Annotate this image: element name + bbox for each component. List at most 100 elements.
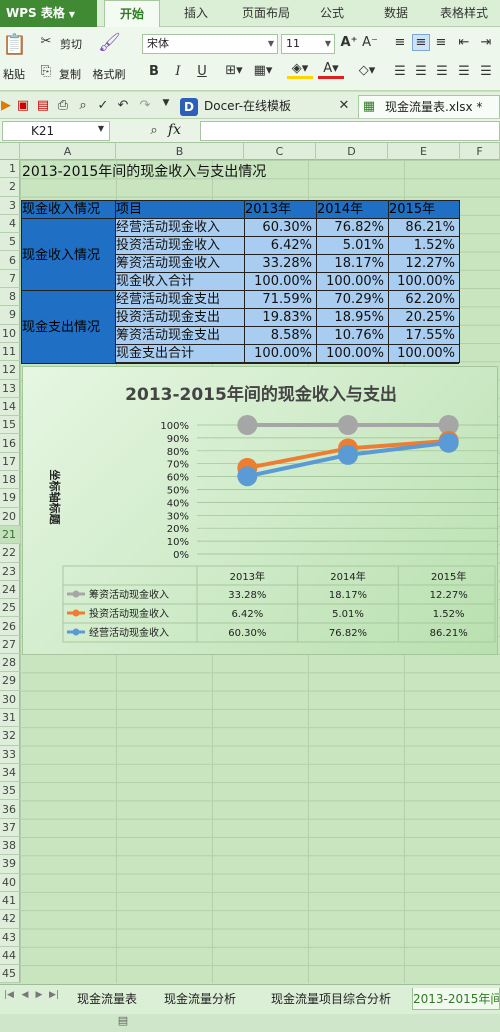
table-row-label[interactable]: 投资活动现金收入 bbox=[115, 236, 245, 255]
table-header-cell[interactable]: 2013年 bbox=[244, 200, 317, 219]
chevron-down-icon[interactable]: ▼ bbox=[162, 98, 170, 108]
row-header[interactable]: 3 bbox=[0, 197, 20, 215]
row-header[interactable]: 23 bbox=[0, 563, 20, 581]
column-header-b[interactable]: B bbox=[116, 143, 244, 160]
table-cell[interactable]: 33.28% bbox=[244, 254, 317, 273]
table-row-label[interactable]: 现金收入合计 bbox=[115, 272, 245, 291]
export-pdf-icon[interactable]: ▤ bbox=[36, 98, 50, 113]
table-cell[interactable]: 60.30% bbox=[244, 218, 317, 237]
format-painter-icon[interactable]: 🖌 bbox=[98, 32, 121, 53]
tab-data[interactable]: 数据 bbox=[383, 6, 408, 20]
align-left-icon[interactable]: ☰ bbox=[394, 64, 406, 79]
column-header-d[interactable]: D bbox=[316, 143, 388, 160]
align-right-icon[interactable]: ☰ bbox=[436, 64, 448, 79]
row-header[interactable]: 44 bbox=[0, 947, 20, 966]
row-header[interactable]: 18 bbox=[0, 471, 20, 490]
table-cell[interactable]: 12.27% bbox=[388, 254, 460, 273]
doc-tab-workbook[interactable]: 现金流量表.xlsx * bbox=[358, 95, 500, 118]
chevron-down-icon[interactable]: ▼ bbox=[97, 124, 105, 133]
row-header[interactable]: 21 bbox=[0, 526, 20, 545]
row-header[interactable]: 34 bbox=[0, 764, 20, 783]
row-header[interactable]: 1 bbox=[0, 160, 20, 179]
last-sheet-icon[interactable]: ▶| bbox=[49, 990, 59, 1000]
sheet-tab[interactable]: 现金流量项目综合分析 bbox=[270, 992, 391, 1006]
row-header[interactable]: 20 bbox=[0, 508, 20, 526]
row-header[interactable]: 33 bbox=[0, 746, 20, 764]
row-header[interactable]: 22 bbox=[0, 544, 20, 563]
font-color-icon[interactable]: A▾ bbox=[318, 61, 344, 79]
border-icon[interactable]: ⊞▾ bbox=[225, 63, 243, 78]
underline-button[interactable]: U bbox=[197, 64, 207, 79]
close-icon[interactable]: ✕ bbox=[338, 98, 350, 113]
table-header-cell[interactable]: 2014年 bbox=[316, 200, 389, 219]
tab-home[interactable]: 开始 bbox=[104, 0, 160, 27]
app-menu-button[interactable]: WPS 表格 ▼ bbox=[0, 0, 97, 27]
fx-button[interactable]: fx bbox=[168, 122, 182, 138]
doc-tab-docer[interactable]: Docer-在线模板 bbox=[204, 99, 292, 113]
column-header-a[interactable]: A bbox=[20, 143, 116, 160]
row-header[interactable]: 7 bbox=[0, 270, 20, 289]
row-header[interactable]: 12 bbox=[0, 361, 20, 380]
expense-group-label[interactable]: 现金支出情况 bbox=[21, 290, 116, 364]
row-header[interactable]: 36 bbox=[0, 801, 20, 819]
italic-button[interactable]: I bbox=[175, 64, 181, 79]
formula-input[interactable] bbox=[200, 121, 500, 141]
table-cell[interactable]: 20.25% bbox=[388, 308, 460, 327]
undo-icon[interactable]: ↶ bbox=[117, 98, 129, 113]
row-header[interactable]: 31 bbox=[0, 709, 20, 728]
tab-formulas[interactable]: 公式 bbox=[319, 6, 344, 20]
copy-icon[interactable]: ⎘ bbox=[40, 64, 52, 79]
table-row-label[interactable]: 现金支出合计 bbox=[115, 344, 245, 363]
row-header[interactable]: 28 bbox=[0, 654, 20, 673]
redo-icon[interactable]: ↷ bbox=[139, 98, 151, 113]
align-middle-icon[interactable]: ≡ bbox=[412, 34, 430, 51]
row-header[interactable]: 11 bbox=[0, 343, 20, 362]
font-size-select[interactable]: 11 ▼ bbox=[281, 34, 335, 54]
row-header[interactable]: 37 bbox=[0, 819, 20, 838]
table-cell[interactable]: 18.17% bbox=[316, 254, 389, 273]
row-header[interactable]: 32 bbox=[0, 727, 20, 746]
table-cell[interactable]: 70.29% bbox=[316, 290, 389, 309]
table-cell[interactable]: 19.83% bbox=[244, 308, 317, 327]
align-center-icon[interactable]: ☰ bbox=[415, 64, 427, 79]
copy-button[interactable]: 复制 bbox=[59, 68, 81, 81]
row-header[interactable]: 15 bbox=[0, 416, 20, 435]
table-cell[interactable]: 10.76% bbox=[316, 326, 389, 345]
table-cell[interactable]: 100.00% bbox=[388, 272, 460, 291]
table-cell[interactable]: 100.00% bbox=[244, 272, 317, 291]
row-header[interactable]: 26 bbox=[0, 618, 20, 636]
table-row-label[interactable]: 经营活动现金收入 bbox=[115, 218, 245, 237]
table-cell[interactable]: 100.00% bbox=[388, 344, 460, 363]
sheet-title[interactable]: 2013-2015年间的现金收入与支出情况 bbox=[22, 164, 267, 180]
tab-insert[interactable]: 插入 bbox=[183, 6, 208, 20]
table-cell[interactable]: 100.00% bbox=[316, 272, 389, 291]
row-header[interactable]: 8 bbox=[0, 288, 20, 307]
row-header[interactable]: 40 bbox=[0, 874, 20, 892]
select-all-corner[interactable] bbox=[0, 143, 20, 160]
column-header-f[interactable]: F bbox=[460, 143, 500, 160]
indent-increase-icon[interactable]: ⇥ bbox=[480, 35, 492, 50]
line-chart[interactable]: 2013-2015年间的现金收入与支出 坐标轴标题 0% 10% 20% 30% 40% 50… bbox=[22, 366, 499, 655]
table-header-cell[interactable]: 2015年 bbox=[388, 200, 460, 219]
sheet-list-icon[interactable]: ▤ bbox=[117, 1014, 129, 1027]
prev-sheet-icon[interactable]: ◀ bbox=[21, 990, 29, 1000]
row-header[interactable]: 41 bbox=[0, 892, 20, 911]
table-cell[interactable]: 100.00% bbox=[244, 344, 317, 363]
row-header[interactable]: 30 bbox=[0, 691, 20, 709]
table-row-label[interactable]: 筹资活动现金支出 bbox=[115, 326, 245, 345]
table-cell[interactable]: 71.59% bbox=[244, 290, 317, 309]
row-header[interactable]: 35 bbox=[0, 782, 20, 801]
row-header[interactable]: 9 bbox=[0, 306, 20, 325]
indent-decrease-icon[interactable]: ⇤ bbox=[458, 35, 470, 50]
row-header[interactable]: 16 bbox=[0, 435, 20, 453]
table-row-label[interactable]: 筹资活动现金收入 bbox=[115, 254, 245, 273]
row-header[interactable]: 5 bbox=[0, 233, 20, 252]
tab-table-style[interactable]: 表格样式 bbox=[439, 6, 488, 20]
table-cell[interactable]: 86.21% bbox=[388, 218, 460, 237]
align-bottom-icon[interactable]: ≡ bbox=[435, 35, 447, 50]
clipboard-icon[interactable]: 📋 bbox=[2, 32, 27, 56]
table-cell[interactable]: 6.42% bbox=[244, 236, 317, 255]
table-row-label[interactable]: 经营活动现金支出 bbox=[115, 290, 245, 309]
income-group-label[interactable]: 现金收入情况 bbox=[21, 218, 116, 291]
print-preview-icon[interactable]: ⌕ bbox=[79, 98, 87, 113]
